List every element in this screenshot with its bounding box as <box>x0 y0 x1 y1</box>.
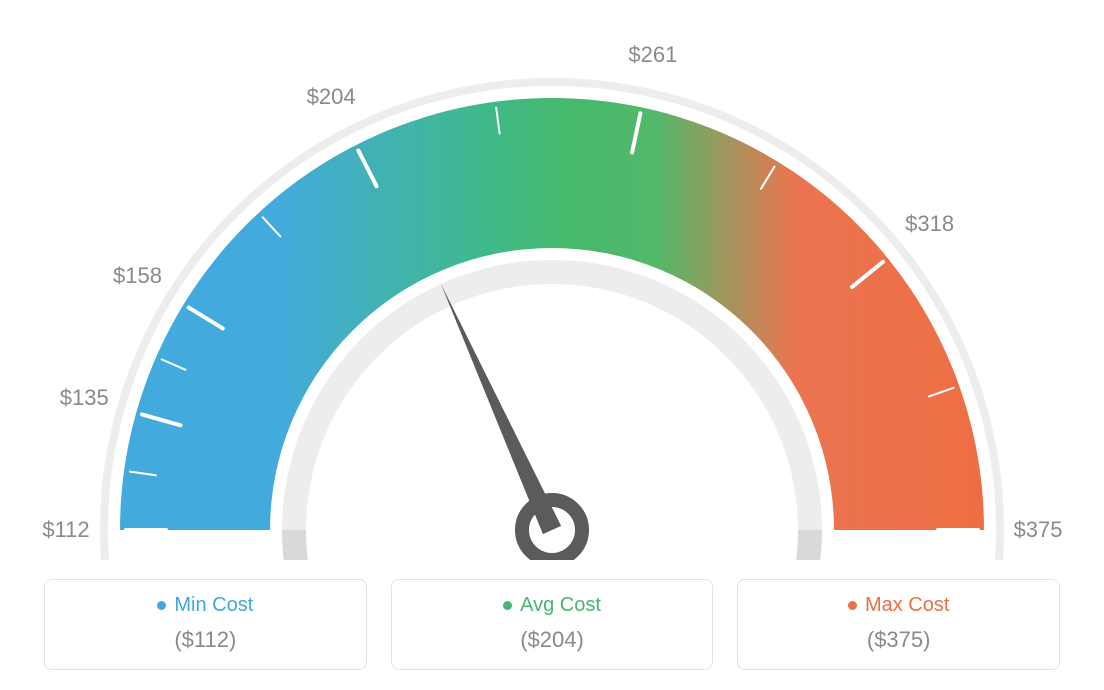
legend-row: Min Cost ($112) Avg Cost ($204) Max Cost… <box>0 579 1104 670</box>
gauge-container: $112 $135 $158 $204 $261 $318 $375 <box>0 0 1104 560</box>
legend-dot-avg <box>503 601 512 610</box>
legend-title-avg: Avg Cost <box>503 594 601 617</box>
gauge-tick-label: $158 <box>113 263 162 289</box>
gauge-tick-label: $261 <box>628 42 677 68</box>
legend-value-avg: ($204) <box>402 627 703 653</box>
legend-dot-min <box>157 601 166 610</box>
gauge-tick-label: $112 <box>42 517 89 543</box>
legend-title-max: Max Cost <box>848 594 949 617</box>
gauge-tick-label: $204 <box>307 84 356 110</box>
gauge-tick-label: $375 <box>1014 517 1063 543</box>
legend-value-max: ($375) <box>748 627 1049 653</box>
legend-title-avg-text: Avg Cost <box>520 594 601 617</box>
gauge-tick-label: $318 <box>905 211 954 237</box>
legend-title-min: Min Cost <box>157 594 253 617</box>
legend-dot-max <box>848 601 857 610</box>
legend-title-max-text: Max Cost <box>865 594 949 617</box>
legend-card-min: Min Cost ($112) <box>44 579 367 670</box>
legend-card-max: Max Cost ($375) <box>737 579 1060 670</box>
legend-card-avg: Avg Cost ($204) <box>391 579 714 670</box>
gauge-tick-label: $135 <box>60 385 109 411</box>
legend-title-min-text: Min Cost <box>174 594 253 617</box>
gauge-svg <box>0 0 1104 560</box>
legend-value-min: ($112) <box>55 627 356 653</box>
